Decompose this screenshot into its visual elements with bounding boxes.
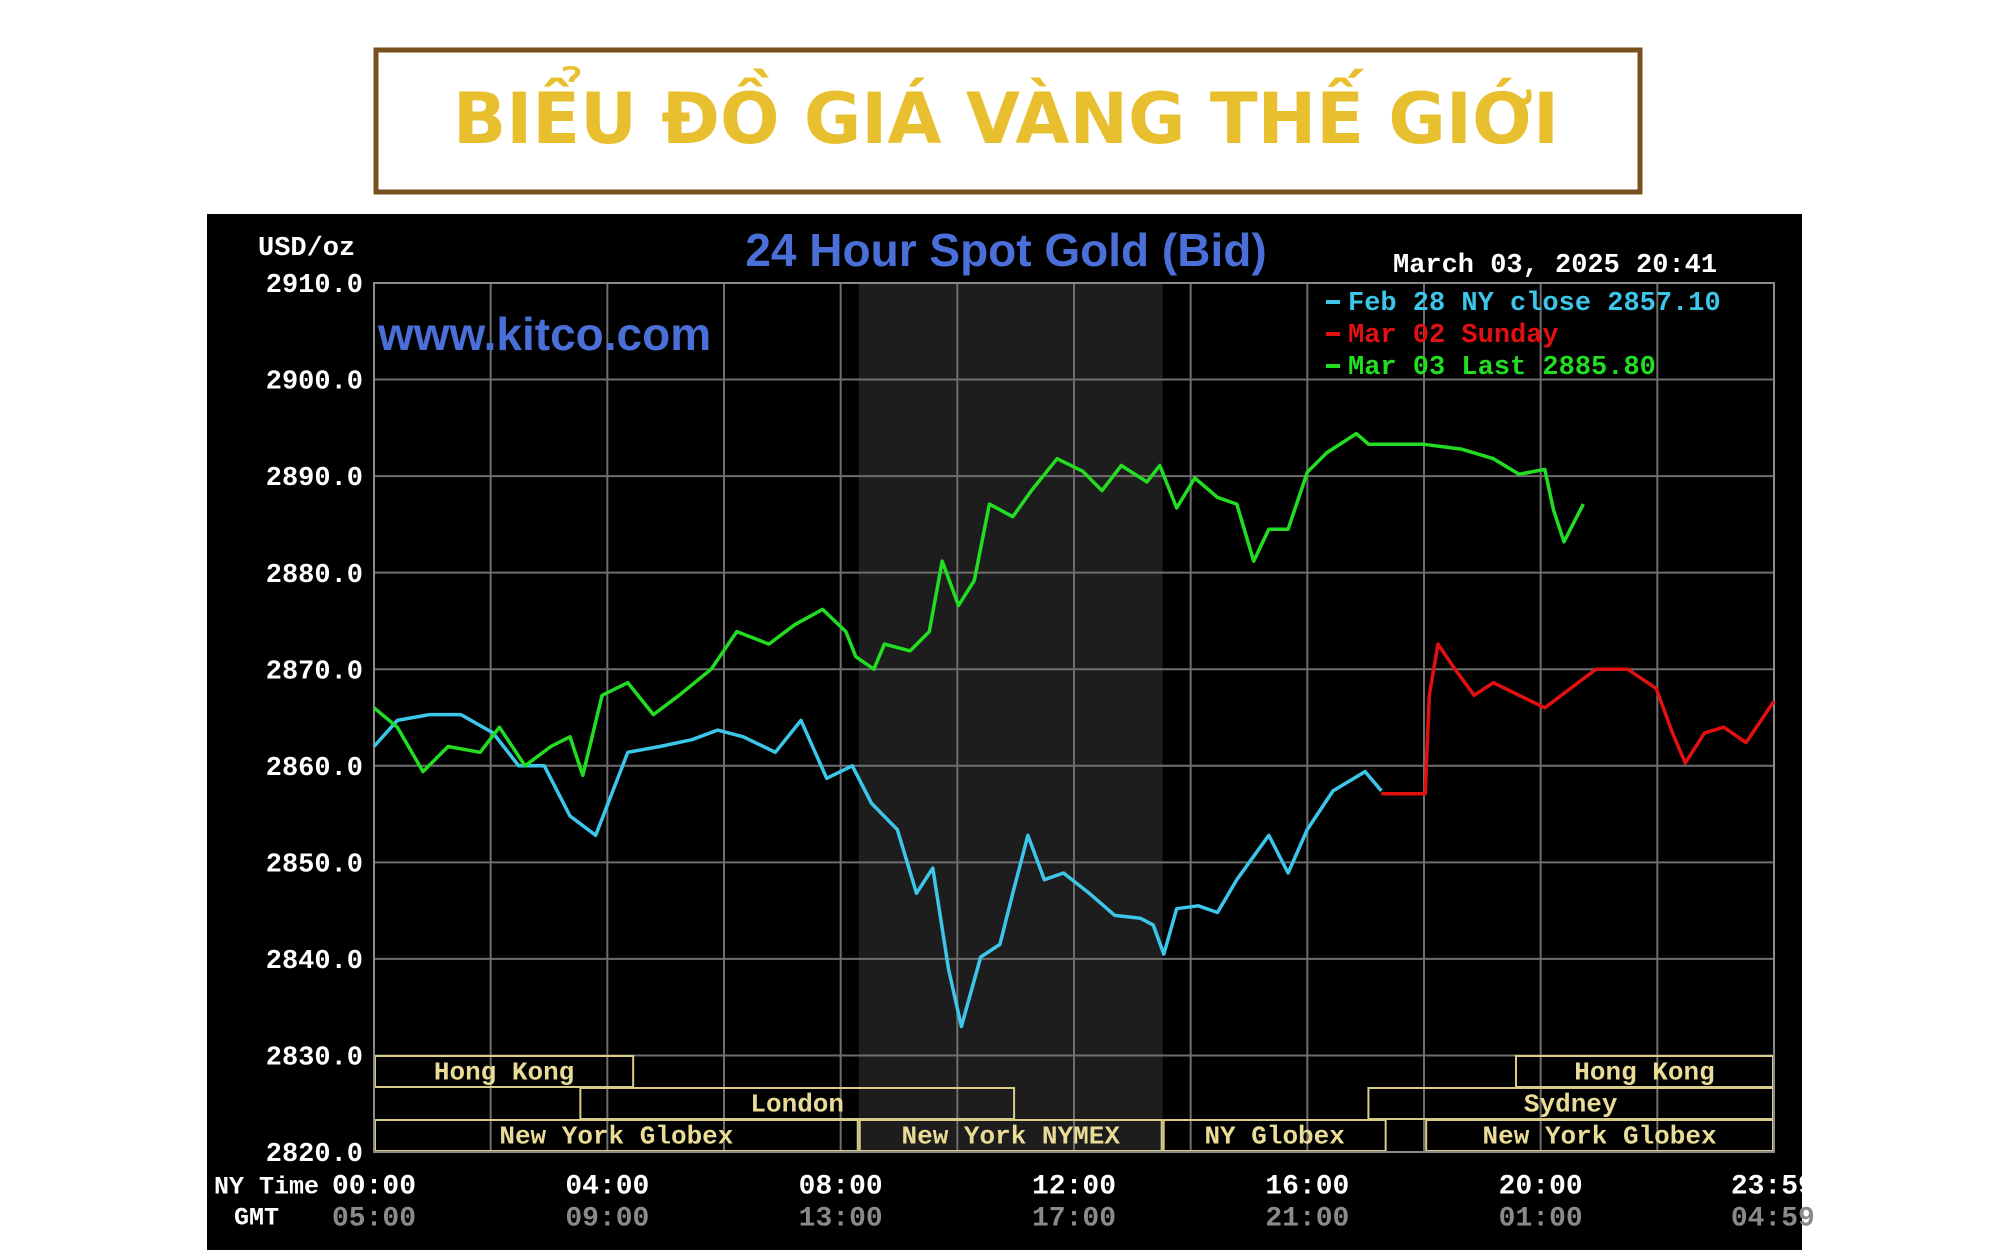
x2-axis-label: GMT	[234, 1204, 279, 1233]
session-label: London	[750, 1089, 844, 1119]
y-axis-label: USD/oz	[258, 234, 355, 264]
session-label: Sydney	[1524, 1089, 1618, 1119]
series-line	[372, 431, 1585, 778]
session-label: NY Globex	[1204, 1121, 1344, 1151]
legend-label: Feb 28 NY close 2857.10	[1348, 289, 1721, 319]
x-tick-label: 16:00	[1265, 1171, 1349, 1202]
series-line	[1381, 642, 1776, 796]
watermark: www.kitco.com	[377, 308, 711, 360]
heading-box	[373, 47, 1643, 195]
y-tick-label: 2900.0	[266, 368, 363, 398]
session-label: New York Globex	[1483, 1121, 1717, 1151]
session-label: New York Globex	[499, 1121, 733, 1151]
session-label: Hong Kong	[434, 1057, 574, 1087]
x-tick-label: 23:59	[1731, 1171, 1815, 1202]
x2-tick-label: 01:00	[1499, 1203, 1583, 1234]
x-tick-label: 08:00	[799, 1171, 883, 1202]
x-tick-label: 04:00	[565, 1171, 649, 1202]
session-shade	[858, 283, 1163, 1152]
y-tick-label: 2860.0	[266, 754, 363, 784]
y-tick-label: 2890.0	[266, 464, 363, 494]
y-tick-label: 2830.0	[266, 1044, 363, 1074]
x2-tick-label: 21:00	[1265, 1203, 1349, 1234]
y-tick-label: 2910.0	[266, 271, 363, 301]
session-label: New York NYMEX	[901, 1121, 1120, 1151]
x-tick-label: 20:00	[1499, 1171, 1583, 1202]
plot-border	[373, 282, 1775, 1153]
x2-tick-label: 13:00	[799, 1203, 883, 1234]
x-axis-label: NY Time	[214, 1173, 319, 1202]
x2-tick-label: 17:00	[1032, 1203, 1116, 1234]
y-tick-label: 2850.0	[266, 850, 363, 880]
y-tick-label: 2880.0	[266, 561, 363, 591]
legend-label: Mar 02 Sunday	[1348, 321, 1559, 351]
x-tick-label: 00:00	[332, 1171, 416, 1202]
legend-label: Mar 03 Last 2885.80	[1348, 353, 1656, 383]
x-tick-label: 12:00	[1032, 1171, 1116, 1202]
chart-title: 24 Hour Spot Gold (Bid)	[745, 224, 1266, 276]
series-line	[372, 712, 1383, 1029]
y-tick-label: 2870.0	[266, 657, 363, 687]
heading: BIỂU ĐỒ GIÁ VÀNG THẾ GIỚI	[453, 67, 1559, 160]
session-label: Hong Kong	[1574, 1057, 1714, 1087]
timestamp: March 03, 2025 20:41	[1393, 251, 1717, 281]
x2-tick-label: 05:00	[332, 1203, 416, 1234]
y-tick-label: 2840.0	[266, 947, 363, 977]
x2-tick-label: 09:00	[565, 1203, 649, 1234]
x2-tick-label: 04:59	[1731, 1203, 1815, 1234]
y-tick-label: 2820.0	[266, 1140, 363, 1170]
